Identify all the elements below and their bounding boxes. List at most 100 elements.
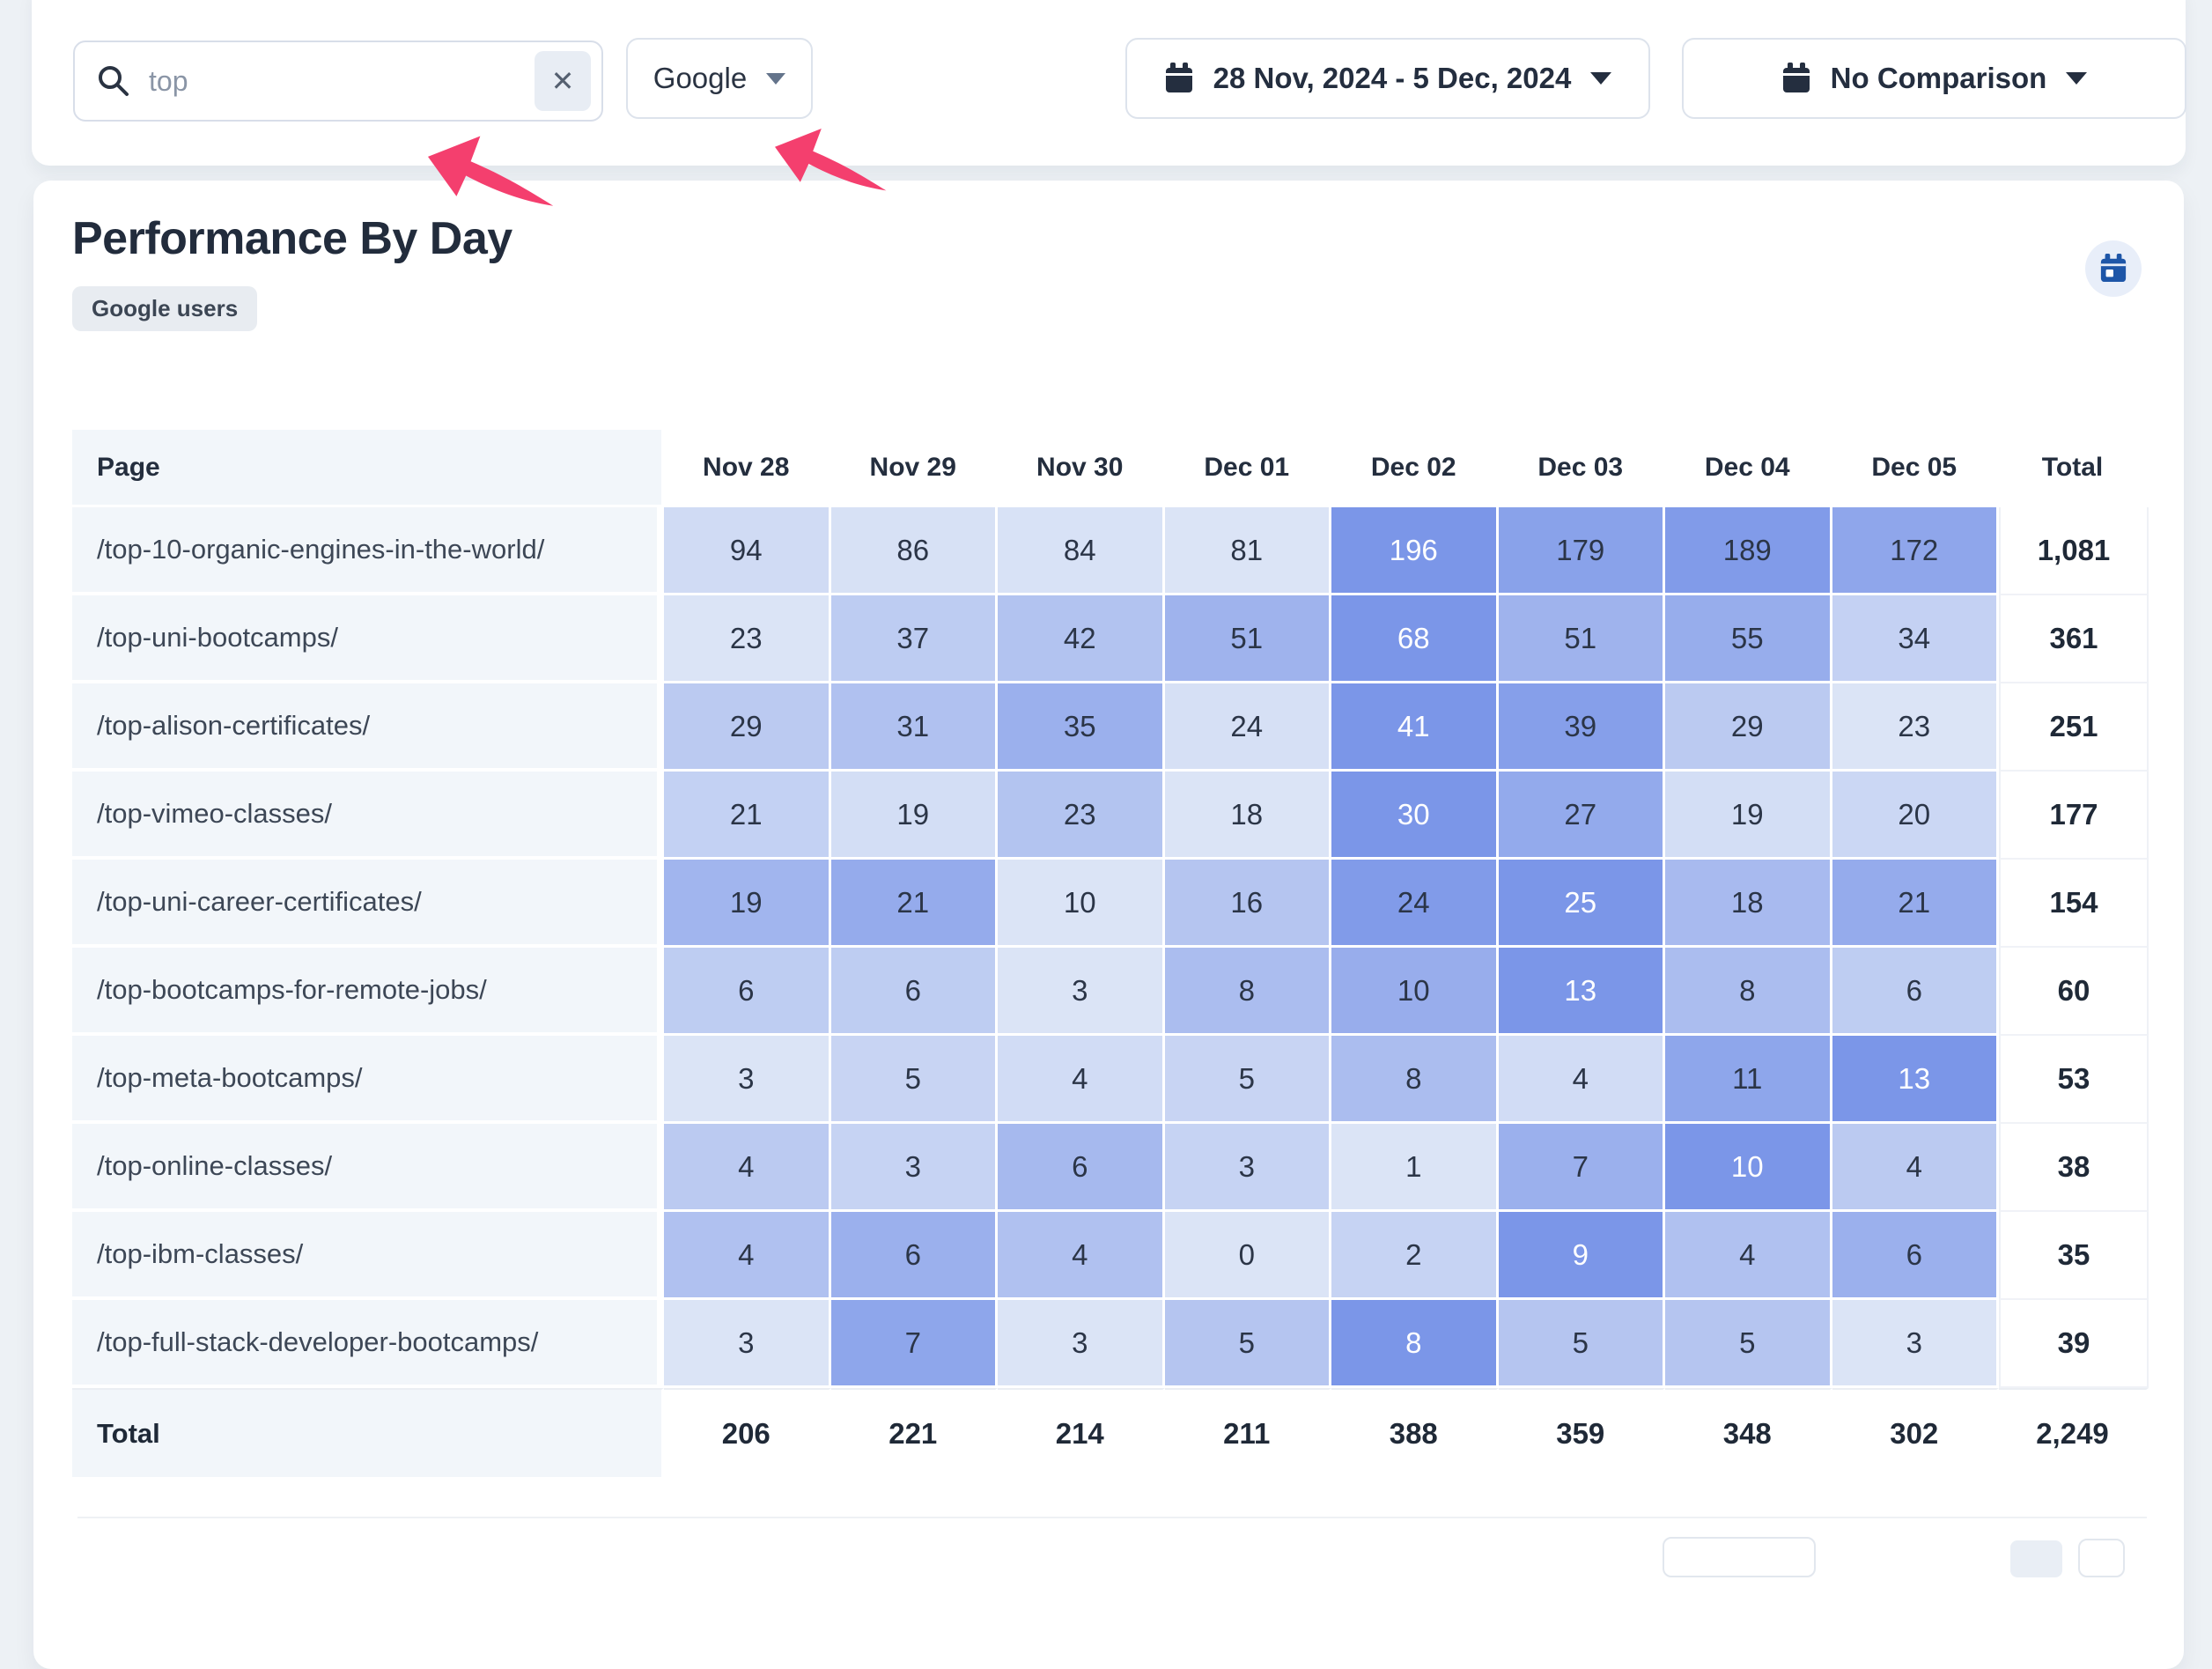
chevron-down-icon [2066, 72, 2088, 85]
page-cell: /top-uni-bootcamps/ [72, 595, 664, 683]
comparison-button[interactable]: No Comparison [1682, 38, 2186, 119]
heat-cell-r4-c0: 19 [664, 860, 831, 948]
heat-cell-r2-c2: 35 [998, 683, 1165, 772]
previous-page-button[interactable] [2010, 1540, 2062, 1577]
heat-cell-r9-c0: 3 [664, 1300, 831, 1388]
heat-cell-r7-c6: 10 [1665, 1124, 1832, 1212]
calendar-settings-button[interactable] [2085, 240, 2142, 297]
total-row-label: Total [72, 1388, 664, 1480]
heat-cell-r9-c3: 5 [1164, 1300, 1331, 1388]
heat-cell-r8-c1: 6 [830, 1212, 998, 1300]
chevron-down-icon [766, 72, 786, 85]
heat-cell-r2-c4: 41 [1331, 683, 1499, 772]
heat-cell-r3-c6: 19 [1665, 772, 1832, 860]
page-cell: /top-10-organic-engines-in-the-world/ [72, 507, 664, 595]
column-total-4: 388 [1331, 1388, 1499, 1480]
heat-cell-r8-c2: 4 [998, 1212, 1165, 1300]
page-cell: /top-online-classes/ [72, 1124, 664, 1212]
heat-cell-r7-c0: 4 [664, 1124, 831, 1212]
heat-cell-r1-c2: 42 [998, 595, 1165, 683]
heat-cell-r1-c4: 68 [1331, 595, 1499, 683]
column-header-day-1: Nov 29 [830, 430, 998, 507]
heat-cell-r4-c5: 25 [1498, 860, 1665, 948]
heat-cell-r6-c1: 5 [830, 1036, 998, 1124]
page-cell: /top-uni-career-certificates/ [72, 860, 664, 948]
heat-cell-r5-c6: 8 [1665, 948, 1832, 1036]
heat-cell-r0-c5: 179 [1498, 507, 1665, 595]
row-total-cell: 177 [1999, 772, 2149, 860]
column-header-total: Total [1999, 430, 2149, 507]
column-total-5: 359 [1498, 1388, 1665, 1480]
row-total-cell: 1,081 [1999, 507, 2149, 595]
source-select[interactable]: Google [626, 38, 813, 119]
calendar-icon [2100, 254, 2127, 283]
heat-cell-r9-c4: 8 [1331, 1300, 1499, 1388]
column-total-2: 214 [998, 1388, 1165, 1480]
heat-cell-r6-c3: 5 [1164, 1036, 1331, 1124]
page-cell: /top-meta-bootcamps/ [72, 1036, 664, 1124]
search-icon [99, 66, 129, 96]
heat-cell-r8-c6: 4 [1665, 1212, 1832, 1300]
heat-cell-r9-c1: 7 [830, 1300, 998, 1388]
heat-cell-r1-c1: 37 [830, 595, 998, 683]
row-total-cell: 38 [1999, 1124, 2149, 1212]
heat-cell-r7-c4: 1 [1331, 1124, 1499, 1212]
heat-cell-r2-c3: 24 [1164, 683, 1331, 772]
rows-per-page-button[interactable] [1663, 1537, 1816, 1577]
annotation-arrow-search [428, 136, 554, 206]
column-header-page: Page [72, 430, 664, 507]
column-header-day-5: Dec 03 [1498, 430, 1665, 507]
top-toolbar: ✕ Google 28 Nov, 2024 - 5 Dec, 2024 No C… [32, 0, 2186, 166]
heat-cell-r1-c3: 51 [1164, 595, 1331, 683]
column-total-3: 211 [1164, 1388, 1331, 1480]
column-header-day-0: Nov 28 [664, 430, 831, 507]
column-total-6: 348 [1665, 1388, 1832, 1480]
heat-cell-r5-c0: 6 [664, 948, 831, 1036]
heat-cell-r3-c2: 23 [998, 772, 1165, 860]
column-total-1: 221 [830, 1388, 998, 1480]
heat-cell-r5-c5: 13 [1498, 948, 1665, 1036]
calendar-icon [1165, 63, 1192, 92]
heat-cell-r5-c2: 3 [998, 948, 1165, 1036]
heat-cell-r2-c7: 23 [1832, 683, 1999, 772]
heat-cell-r4-c6: 18 [1665, 860, 1832, 948]
column-header-day-4: Dec 02 [1331, 430, 1499, 507]
heat-cell-r1-c7: 34 [1832, 595, 1999, 683]
heat-cell-r0-c2: 84 [998, 507, 1165, 595]
heat-cell-r2-c0: 29 [664, 683, 831, 772]
heat-cell-r4-c2: 10 [998, 860, 1165, 948]
heat-cell-r6-c0: 3 [664, 1036, 831, 1124]
heat-cell-r0-c4: 196 [1331, 507, 1499, 595]
page-cell: /top-bootcamps-for-remote-jobs/ [72, 948, 664, 1036]
heat-cell-r8-c0: 4 [664, 1212, 831, 1300]
heat-cell-r6-c2: 4 [998, 1036, 1165, 1124]
heat-cell-r4-c4: 24 [1331, 860, 1499, 948]
annotation-arrow-source [775, 129, 887, 191]
heat-cell-r9-c5: 5 [1498, 1300, 1665, 1388]
column-total-0: 206 [664, 1388, 831, 1480]
heat-cell-r5-c3: 8 [1164, 948, 1331, 1036]
date-range-label: 28 Nov, 2024 - 5 Dec, 2024 [1213, 62, 1572, 94]
date-range-button[interactable]: 28 Nov, 2024 - 5 Dec, 2024 [1125, 38, 1650, 119]
heat-cell-r6-c4: 8 [1331, 1036, 1499, 1124]
heat-cell-r7-c5: 7 [1498, 1124, 1665, 1212]
heat-cell-r7-c3: 3 [1164, 1124, 1331, 1212]
search-input[interactable] [147, 63, 535, 99]
row-total-cell: 154 [1999, 860, 2149, 948]
clear-search-button[interactable]: ✕ [535, 51, 591, 111]
heat-cell-r5-c4: 10 [1331, 948, 1499, 1036]
performance-table: Page Nov 28 Nov 29 Nov 30 Dec 01 Dec 02 Dec 03… [72, 430, 2149, 1480]
calendar-icon [1782, 63, 1810, 92]
heat-cell-r3-c4: 30 [1331, 772, 1499, 860]
row-total-cell: 60 [1999, 948, 2149, 1036]
row-total-cell: 53 [1999, 1036, 2149, 1124]
heat-cell-r3-c5: 27 [1498, 772, 1665, 860]
heat-cell-r7-c2: 6 [998, 1124, 1165, 1212]
heat-cell-r4-c7: 21 [1832, 860, 1999, 948]
page-cell: /top-alison-certificates/ [72, 683, 664, 772]
column-header-day-6: Dec 04 [1665, 430, 1832, 507]
performance-by-day-card: Performance By Day Google users Page Nov … [33, 181, 2184, 1669]
divider [77, 1517, 2147, 1518]
heat-cell-r8-c4: 2 [1331, 1212, 1499, 1300]
heat-cell-r1-c5: 51 [1498, 595, 1665, 683]
